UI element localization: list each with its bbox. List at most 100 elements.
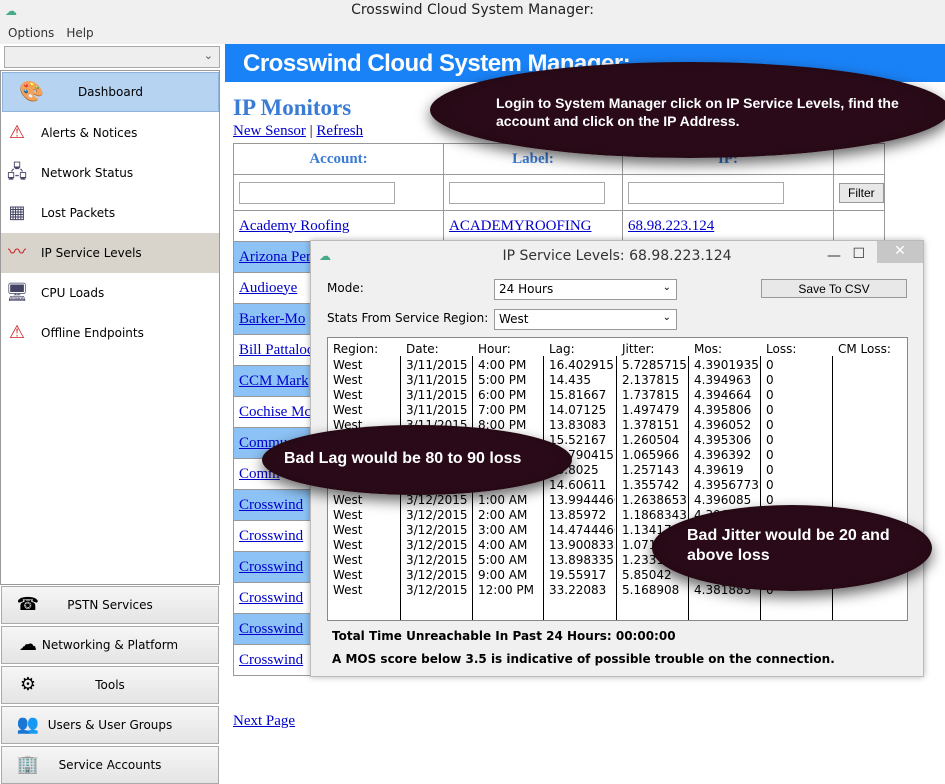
cell-link[interactable]: ACADEMYROOFING — [449, 217, 592, 234]
callout-jitter: Bad Jitter would be 20 and above loss — [652, 505, 932, 591]
column-header[interactable]: Jitter: — [622, 342, 655, 356]
minimize-icon[interactable]: — — [827, 248, 841, 264]
list-cell: 5.168908 — [622, 583, 680, 597]
list-cell: West — [333, 373, 363, 387]
cell-link[interactable]: Barker-Mo — [239, 310, 306, 327]
list-item[interactable]: West 3/11/2015 5:00 PM 14.435 2.137815 4.3949… — [328, 373, 907, 388]
list-cell: 5.85042 — [622, 568, 672, 582]
list-cell: 3/11/2015 — [406, 358, 468, 372]
region-select[interactable]: West ⌄ — [494, 309, 677, 330]
app-icon: ☁ — [319, 249, 331, 263]
save-to-csv-button[interactable]: Save To CSV — [761, 279, 907, 298]
list-cell: 13.83083 — [549, 418, 607, 432]
callout-login: Login to System Manager click on IP Serv… — [430, 62, 945, 158]
list-item[interactable]: West 3/12/2015 1:00 AM 13.9944466... 1.26386… — [328, 493, 907, 508]
list-cell: 3/12/2015 — [406, 553, 468, 567]
list-cell: 0 — [766, 463, 774, 477]
list-cell: 13.9944466... — [549, 493, 615, 507]
list-cell: 0 — [766, 478, 774, 492]
sidebar-dashboard-button[interactable]: 🎨 Dashboard — [2, 72, 219, 112]
filter-button[interactable]: Filter — [839, 182, 884, 203]
cell-link[interactable]: Audioeye — [239, 279, 298, 296]
list-cell: 12:00 PM — [478, 583, 534, 597]
cell-link[interactable]: 68.98.223.124 — [628, 217, 715, 234]
column-header[interactable]: Date: — [406, 342, 439, 356]
list-cell: 0 — [766, 388, 774, 402]
label-filter-input[interactable] — [449, 181, 605, 204]
cell-link[interactable]: Crosswind — [239, 651, 304, 668]
account-select[interactable]: ⌄ — [4, 46, 220, 68]
list-cell: 4.395806 — [694, 403, 752, 417]
cell-link[interactable]: Crosswind — [239, 496, 304, 513]
panel-icon: 👥 — [16, 714, 40, 735]
column-header[interactable]: Mos: — [694, 342, 722, 356]
sidebar-item-offline-endpoints[interactable]: ⚠ Offline Endpoints — [1, 313, 219, 353]
panel-networking-platform[interactable]: ☁ Networking & Platform — [1, 626, 219, 664]
menu-bar: Options Help — [0, 22, 945, 44]
refresh-link[interactable]: Refresh — [316, 123, 364, 139]
sidebar-item-alerts-notices[interactable]: ⚠ Alerts & Notices — [1, 113, 219, 153]
list-cell: 1.497479 — [622, 403, 680, 417]
list-cell: 13.9008333... — [549, 538, 615, 552]
list-cell: 4.396052 — [694, 418, 752, 432]
chevron-down-icon: ⌄ — [203, 49, 213, 62]
window-title-bar: ☁ Crosswind Cloud System Manager: — [0, 0, 945, 22]
list-cell: 15.52167 — [549, 433, 607, 447]
list-cell: 1.355742 — [622, 478, 680, 492]
cell-link[interactable]: Academy Roofing — [239, 217, 350, 234]
cell-link[interactable]: Crosswind — [239, 558, 304, 575]
mode-value: 24 Hours — [499, 282, 554, 296]
list-item[interactable]: West 3/12/2015 12:00 PM 33.22083 5.168908 4.3… — [328, 583, 907, 598]
cell-link[interactable]: Bill Pattaloc — [239, 341, 314, 358]
sidebar-item-label: Offline Endpoints — [41, 326, 144, 340]
panel-tools[interactable]: ⚙ Tools — [1, 666, 219, 704]
column-header[interactable]: Hour: — [478, 342, 511, 356]
column-divider — [688, 356, 689, 620]
cell-link[interactable]: Crosswind — [239, 527, 304, 544]
cell-link[interactable]: Crosswind — [239, 589, 304, 606]
cell-link[interactable]: Cochise Mc — [239, 403, 312, 420]
sidebar-item-label: CPU Loads — [41, 286, 105, 300]
panel-label: Networking & Platform — [41, 638, 179, 652]
cell-link[interactable]: CCM Mark — [239, 372, 309, 389]
account-filter-input[interactable] — [239, 181, 395, 204]
maximize-icon[interactable]: ☐ — [852, 246, 865, 262]
cell-link[interactable]: Crosswind — [239, 620, 304, 637]
menu-options[interactable]: Options — [8, 26, 55, 40]
list-item[interactable]: West 3/11/2015 7:00 PM 14.07125 1.497479 4.39… — [328, 403, 907, 418]
close-button[interactable]: ✕ — [877, 241, 923, 263]
header-account: Account: — [233, 143, 444, 175]
window-title: Crosswind Cloud System Manager: — [351, 2, 594, 18]
next-page-link[interactable]: Next Page — [233, 713, 296, 729]
list-cell: West — [333, 508, 363, 522]
list-item[interactable]: West 3/11/2015 6:00 PM 15.81667 1.737815 4.39… — [328, 388, 907, 403]
graph-icon: 〰 — [8, 242, 26, 263]
new-sensor-link[interactable]: New Sensor — [233, 123, 306, 139]
column-header[interactable]: CM Loss: — [838, 342, 891, 356]
cell-link[interactable]: Arizona Per — [239, 248, 312, 265]
ip-filter-input[interactable] — [628, 181, 784, 204]
menu-help[interactable]: Help — [66, 26, 94, 40]
list-cell: 14.07125 — [549, 403, 607, 417]
panel-service-accounts[interactable]: 🏢 Service Accounts — [1, 746, 219, 784]
column-header[interactable]: Loss: — [766, 342, 797, 356]
panel-users-user-groups[interactable]: 👥 Users & User Groups — [1, 706, 219, 744]
mode-label: Mode: — [327, 281, 364, 295]
sidebar-item-cpu-loads[interactable]: 🖥 CPU Loads — [1, 273, 219, 313]
sidebar-item-lost-packets[interactable]: ▦ Lost Packets — [1, 193, 219, 233]
column-header[interactable]: Lag: — [549, 342, 575, 356]
mode-select[interactable]: 24 Hours ⌄ — [494, 279, 677, 300]
list-item[interactable]: West 3/11/2015 4:00 PM 16.402915 5.7285715 4.… — [328, 358, 907, 373]
list-cell: 2.137815 — [622, 373, 680, 387]
column-header[interactable]: Region: — [333, 342, 379, 356]
list-cell: 13.85972 — [549, 508, 607, 522]
panel-pstn-services[interactable]: ☎ PSTN Services — [1, 586, 219, 624]
list-cell: 1.737815 — [622, 388, 680, 402]
sidebar-item-ip-service-levels[interactable]: 〰 IP Service Levels — [1, 233, 219, 273]
mos-note: A MOS score below 3.5 is indicative of p… — [332, 652, 835, 666]
list-cell: 1:00 AM — [478, 493, 528, 507]
sidebar-item-network-status[interactable]: 🖧 Network Status — [1, 153, 219, 193]
